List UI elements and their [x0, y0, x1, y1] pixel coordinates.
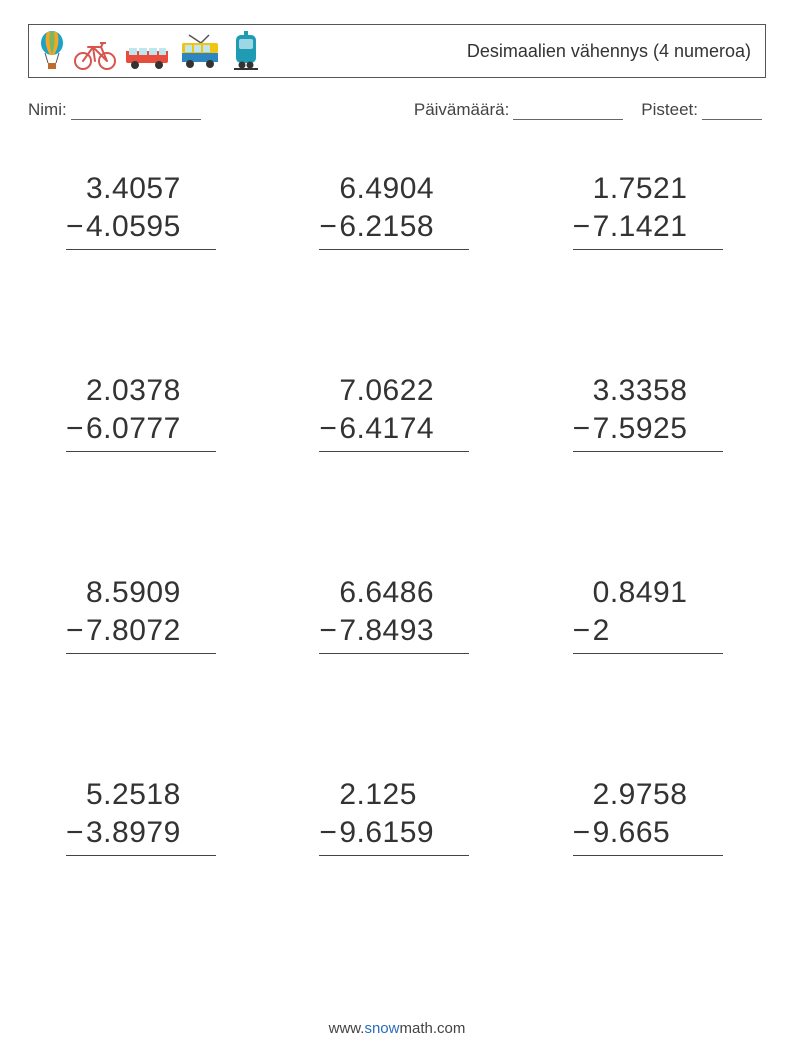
operator: −	[573, 612, 593, 650]
name-field: Nimi:	[28, 100, 201, 120]
name-label: Nimi:	[28, 100, 67, 120]
operator: −	[573, 208, 593, 246]
blank-op	[573, 170, 593, 208]
subtrahend: 7.1421	[593, 208, 713, 246]
bus-icon	[125, 39, 171, 71]
date-label: Päivämäärä:	[414, 100, 509, 120]
operator: −	[66, 208, 86, 246]
problem-6: 3.3358−7.5925	[573, 372, 736, 482]
problem-3: 1.7521−7.1421	[573, 170, 736, 280]
answer-line[interactable]	[66, 855, 216, 886]
worksheet-title: Desimaalien vähennys (4 numeroa)	[467, 41, 751, 62]
subtrahend: 6.4174	[339, 410, 459, 448]
minuend: 2.0378	[86, 372, 206, 410]
problem-1: 3.4057−4.0595	[66, 170, 229, 280]
minuend: 8.5909	[86, 574, 206, 612]
operator: −	[66, 612, 86, 650]
answer-line[interactable]	[319, 653, 469, 684]
answer-line[interactable]	[319, 855, 469, 886]
answer-line[interactable]	[573, 653, 723, 684]
answer-line[interactable]	[66, 653, 216, 684]
problem-5: 7.0622−6.4174	[319, 372, 482, 482]
minuend: 6.6486	[339, 574, 459, 612]
subtrahend: 7.8072	[86, 612, 206, 650]
operator: −	[319, 814, 339, 852]
operator: −	[319, 208, 339, 246]
blank-op	[573, 776, 593, 814]
score-field: Pisteet:	[641, 100, 762, 120]
operator: −	[319, 410, 339, 448]
minuend: 5.2518	[86, 776, 206, 814]
worksheet-header: Desimaalien vähennys (4 numeroa)	[28, 24, 766, 78]
blank-op	[66, 574, 86, 612]
answer-line[interactable]	[319, 451, 469, 482]
answer-line[interactable]	[573, 451, 723, 482]
subtrahend: 9.665	[593, 814, 713, 852]
train-icon	[231, 31, 261, 71]
problem-12: 2.9758−9.665	[573, 776, 736, 886]
minuend: 2.9758	[593, 776, 713, 814]
problem-11: 2.125−9.6159	[319, 776, 482, 886]
minuend: 3.4057	[86, 170, 206, 208]
subtrahend: 9.6159	[339, 814, 459, 852]
blank-op	[573, 372, 593, 410]
blank-op	[66, 170, 86, 208]
score-label: Pisteet:	[641, 100, 698, 120]
problem-2: 6.4904−6.2158	[319, 170, 482, 280]
operator: −	[66, 410, 86, 448]
problem-10: 5.2518−3.8979	[66, 776, 229, 886]
problem-4: 2.0378−6.0777	[66, 372, 229, 482]
blank-op	[319, 776, 339, 814]
blank-op	[66, 372, 86, 410]
minuend: 2.125	[339, 776, 459, 814]
problem-9: 0.8491−2	[573, 574, 736, 684]
bicycle-icon	[73, 41, 117, 71]
answer-line[interactable]	[319, 249, 469, 280]
footer-brand: snow	[364, 1020, 399, 1037]
subtrahend: 6.0777	[86, 410, 206, 448]
minuend: 0.8491	[593, 574, 713, 612]
minuend: 3.3358	[593, 372, 713, 410]
header-icon-row	[39, 31, 261, 71]
trolleybus-icon	[179, 33, 223, 71]
date-blank[interactable]	[513, 101, 623, 120]
footer-suffix: math.com	[400, 1020, 466, 1037]
operator: −	[573, 814, 593, 852]
operator: −	[66, 814, 86, 852]
subtrahend: 7.8493	[339, 612, 459, 650]
minuend: 6.4904	[339, 170, 459, 208]
problem-8: 6.6486−7.8493	[319, 574, 482, 684]
blank-op	[319, 574, 339, 612]
subtrahend: 3.8979	[86, 814, 206, 852]
blank-op	[319, 170, 339, 208]
subtrahend: 2	[593, 612, 713, 650]
problem-7: 8.5909−7.8072	[66, 574, 229, 684]
answer-line[interactable]	[66, 249, 216, 280]
minuend: 7.0622	[339, 372, 459, 410]
blank-op	[573, 574, 593, 612]
blank-op	[66, 776, 86, 814]
subtrahend: 4.0595	[86, 208, 206, 246]
answer-line[interactable]	[573, 855, 723, 886]
subtrahend: 7.5925	[593, 410, 713, 448]
balloon-icon	[39, 31, 65, 71]
score-blank[interactable]	[702, 101, 762, 120]
minuend: 1.7521	[593, 170, 713, 208]
answer-line[interactable]	[66, 451, 216, 482]
subtrahend: 6.2158	[339, 208, 459, 246]
date-field: Päivämäärä:	[414, 100, 623, 120]
blank-op	[319, 372, 339, 410]
operator: −	[573, 410, 593, 448]
answer-line[interactable]	[573, 249, 723, 280]
meta-row: Nimi: Päivämäärä: Pisteet:	[28, 100, 766, 120]
problem-grid: 3.4057−4.05956.4904−6.21581.7521−7.14212…	[28, 170, 766, 886]
operator: −	[319, 612, 339, 650]
footer-prefix: www.	[329, 1020, 365, 1037]
footer: www.snowmath.com	[0, 1020, 794, 1037]
name-blank[interactable]	[71, 101, 201, 120]
